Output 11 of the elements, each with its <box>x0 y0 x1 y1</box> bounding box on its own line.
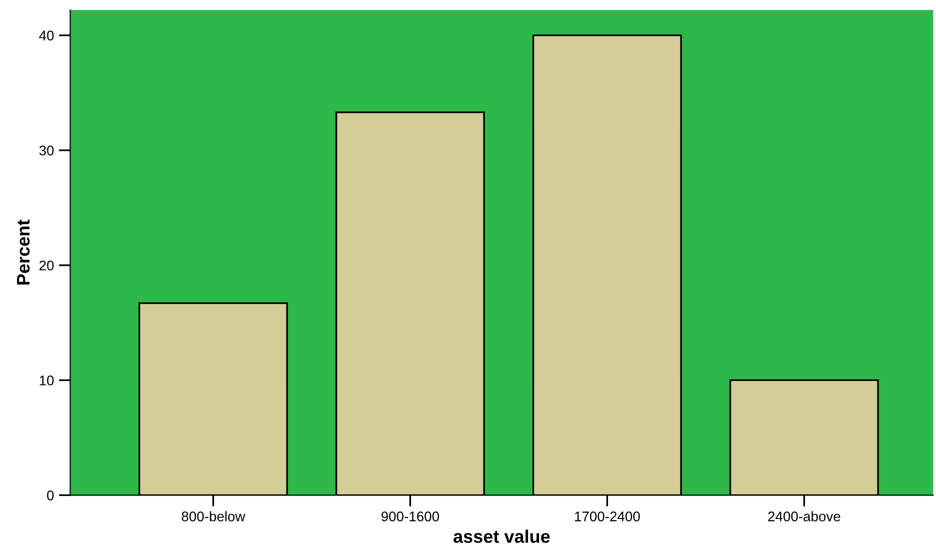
y-axis-title: Percent <box>17 220 30 285</box>
x-tick-label: 900-1600 <box>382 512 440 522</box>
x-axis-title: asset value <box>454 530 550 543</box>
y-tick-label: 0 <box>47 490 54 500</box>
y-tick-label: 20 <box>39 260 54 270</box>
x-tick-label: 1700-2400 <box>575 512 640 522</box>
x-tick-label: 2400-above <box>768 511 840 522</box>
y-tick-label: 40 <box>39 30 54 40</box>
x-tick-label: 800-below <box>182 511 246 522</box>
y-tick-label: 30 <box>39 146 54 156</box>
y-tick-label: 10 <box>40 376 54 386</box>
